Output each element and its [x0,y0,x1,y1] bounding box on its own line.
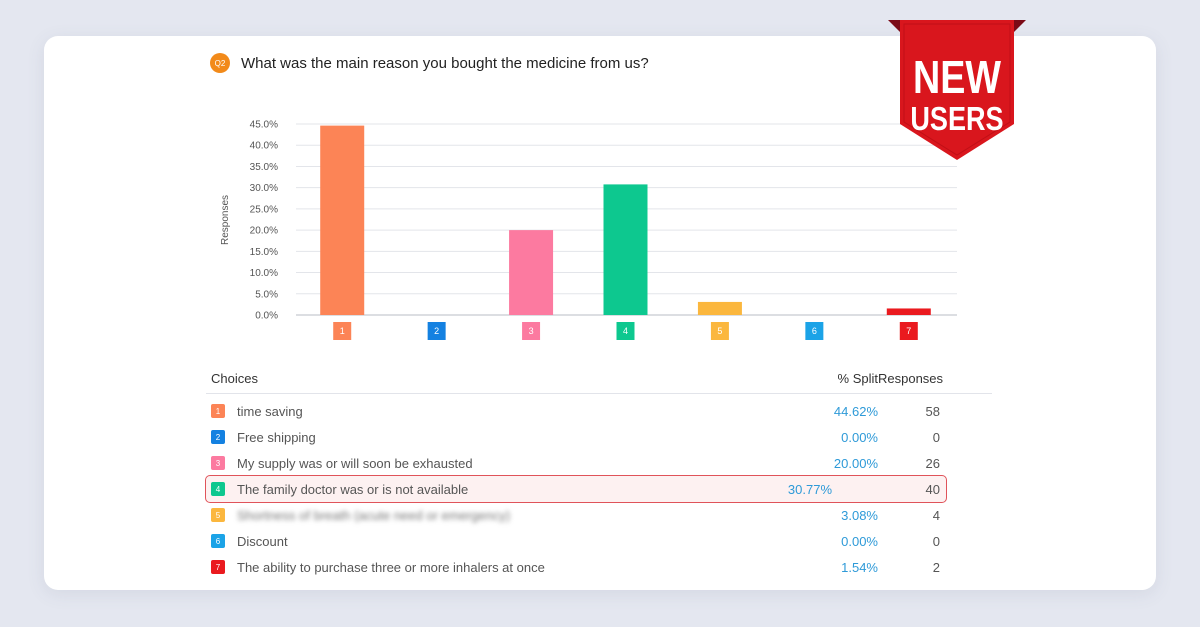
ribbon-shape [888,20,1026,160]
choice-label: My supply was or will soon be exhausted [237,455,473,471]
table-row[interactable]: 7 The ability to purchase three or more i… [206,554,992,580]
bar [603,184,648,315]
y-tick-label: 40.0% [250,141,278,152]
y-tick-label: 15.0% [250,247,278,258]
choice-number-chip: 2 [211,430,225,444]
choice-number-chip: 5 [211,508,225,522]
table-body: 1 time saving 44.62% 58 2 Free shipping 0.00% 0… [205,398,992,580]
y-tick-label: 45.0% [250,120,278,131]
x-tick-label: 7 [906,326,911,336]
choice-responses: 2 [932,559,940,575]
x-tick-label: 4 [623,326,628,336]
table-row[interactable]: 4 The family doctor was or is not availab… [205,475,947,503]
bar [320,125,365,316]
choice-responses: 58 [925,403,940,419]
choice-number-chip: 7 [211,560,225,574]
category-chip [616,322,635,340]
y-tick-label: 35.0% [250,162,278,173]
table-row[interactable]: 5 Shortness of breath (acute need or emer… [206,502,992,528]
choice-responses: 26 [925,455,940,471]
split-header[interactable]: % Split [837,371,878,386]
choice-split: 0.00% [841,533,878,549]
choice-split: 1.54% [841,559,878,575]
table-header: Choices % Split Responses [206,364,992,394]
table-row[interactable]: 1 time saving 44.62% 58 [206,398,992,424]
table-row[interactable]: 2 Free shipping 0.00% 0 [206,424,992,450]
y-tick-label: 5.0% [255,289,278,300]
choice-split: 44.62% [833,403,878,419]
x-tick-label: 6 [812,326,817,336]
table-row[interactable]: 3 My supply was or will soon be exhausted… [206,450,992,476]
choice-label: The ability to purchase three or more in… [237,559,545,575]
choice-split: 30.77% [787,481,832,497]
y-tick-label: 10.0% [250,268,278,279]
category-chip [427,322,446,340]
y-tick-label: 20.0% [250,226,278,237]
choice-number-chip: 3 [211,456,225,470]
bar [697,301,742,315]
x-tick-label: 2 [434,326,439,336]
question-number-badge: Q2 [210,53,230,73]
choice-number-chip: 1 [211,404,225,418]
table-row[interactable]: 6 Discount 0.00% 0 [206,528,992,554]
choice-label: Free shipping [237,429,316,445]
choice-split: 20.00% [833,455,878,471]
choice-split: 3.08% [841,507,878,523]
choice-responses: 4 [932,507,940,523]
ribbon-line1: NEW [912,51,1001,103]
bar [509,230,554,315]
category-chip [522,322,541,340]
y-tick-label: 30.0% [250,183,278,194]
choices-table: Choices % Split Responses 1 time saving 44… [205,364,992,580]
y-axis-label: Responses [220,195,231,245]
ribbon-line2: USERS [910,100,1004,137]
category-chip [710,322,729,340]
choice-number-chip: 4 [211,482,225,496]
question-header: Q2 What was the main reason you bought t… [210,52,649,74]
bar-chart: 0.0% 5.0% 10.0% 15.0% 20.0% 25.0% 30.0% 35.0% 40… [220,120,957,340]
choice-label: Discount [237,533,288,549]
responses-header[interactable]: Responses [878,371,944,386]
choice-label: Shortness of breath (acute need or emerg… [237,507,511,523]
category-chip [333,322,352,340]
choice-number-chip: 6 [211,534,225,548]
choice-responses: 0 [932,533,940,549]
y-tick-label: 0.0% [255,311,278,322]
category-chip [805,322,824,340]
x-tick-label: 3 [529,326,534,336]
choice-responses: 0 [932,429,940,445]
question-text: What was the main reason you bought the … [241,54,649,72]
choice-split: 0.00% [841,429,878,445]
choices-header: Choices [211,371,258,386]
new-users-ribbon: NEW USERS [888,18,1026,166]
choice-label: The family doctor was or is not availabl… [237,481,469,497]
bar [886,308,931,315]
choice-label: time saving [237,403,303,419]
choice-responses: 40 [925,481,940,497]
x-tick-label: 5 [717,326,722,336]
x-tick-label: 1 [340,326,345,336]
category-chip [899,322,918,340]
y-tick-label: 25.0% [250,204,278,215]
